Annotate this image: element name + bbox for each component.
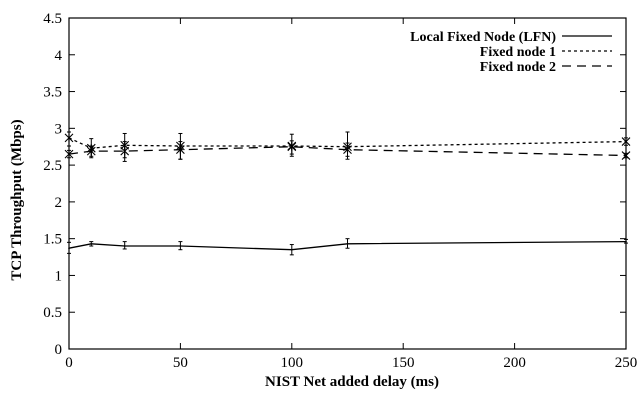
data-point xyxy=(64,133,74,143)
x-tick-label: 150 xyxy=(392,355,415,371)
y-axis-title: TCP Throughput (Mbps) xyxy=(9,119,25,280)
data-point xyxy=(90,243,93,245)
axis-ticks: 0 0.5 1 1.5 2 2.5 3 3.5 4 4.5 0 50 100 150 200 250 xyxy=(43,11,637,371)
series-3 xyxy=(64,140,631,162)
x-tick-label: 100 xyxy=(281,355,304,371)
legend-item: Fixed node 1 xyxy=(480,45,612,60)
y-tick-label: 4 xyxy=(55,48,63,64)
y-tick-label: 0.5 xyxy=(43,305,62,321)
plot-border xyxy=(68,17,627,350)
x-tick-label: 200 xyxy=(503,355,526,371)
legend: Local Fixed Node (LFN)Fixed node 1Fixed … xyxy=(410,30,612,75)
data-point xyxy=(621,137,631,146)
data-point xyxy=(179,245,182,247)
legend-item: Local Fixed Node (LFN) xyxy=(410,30,612,45)
data-point xyxy=(86,146,96,156)
y-tick-label: 2.5 xyxy=(43,158,62,174)
data-point xyxy=(176,145,185,155)
y-tick-label: 0 xyxy=(55,342,63,358)
data-point xyxy=(621,151,631,160)
data-point xyxy=(68,247,70,250)
legend-item: Fixed node 2 xyxy=(480,60,612,75)
y-tick-label: 1.5 xyxy=(43,232,62,248)
data-point xyxy=(287,142,297,152)
data-point xyxy=(64,149,74,159)
y-tick-label: 4.5 xyxy=(43,11,62,27)
legend-label: Fixed node 1 xyxy=(480,45,556,60)
data-point xyxy=(346,243,349,245)
x-tick-label: 50 xyxy=(173,355,188,371)
x-tick-label: 0 xyxy=(65,355,73,371)
legend-label: Local Fixed Node (LFN) xyxy=(410,30,556,45)
y-tick-label: 1 xyxy=(55,268,63,284)
data-point xyxy=(625,240,627,243)
series-1 xyxy=(67,238,628,256)
y-tick-label: 3.5 xyxy=(43,85,62,101)
legend-label: Fixed node 2 xyxy=(480,60,556,75)
y-tick-label: 2 xyxy=(55,195,63,211)
data-point xyxy=(120,146,130,156)
series-layer xyxy=(64,131,631,256)
y-tick-label: 3 xyxy=(55,121,63,137)
plot-frame xyxy=(68,17,627,350)
x-tick-label: 250 xyxy=(615,355,638,371)
x-axis-title: NIST Net added delay (ms) xyxy=(265,374,439,390)
data-point xyxy=(343,145,352,155)
data-point xyxy=(123,245,126,247)
data-point xyxy=(291,248,293,251)
